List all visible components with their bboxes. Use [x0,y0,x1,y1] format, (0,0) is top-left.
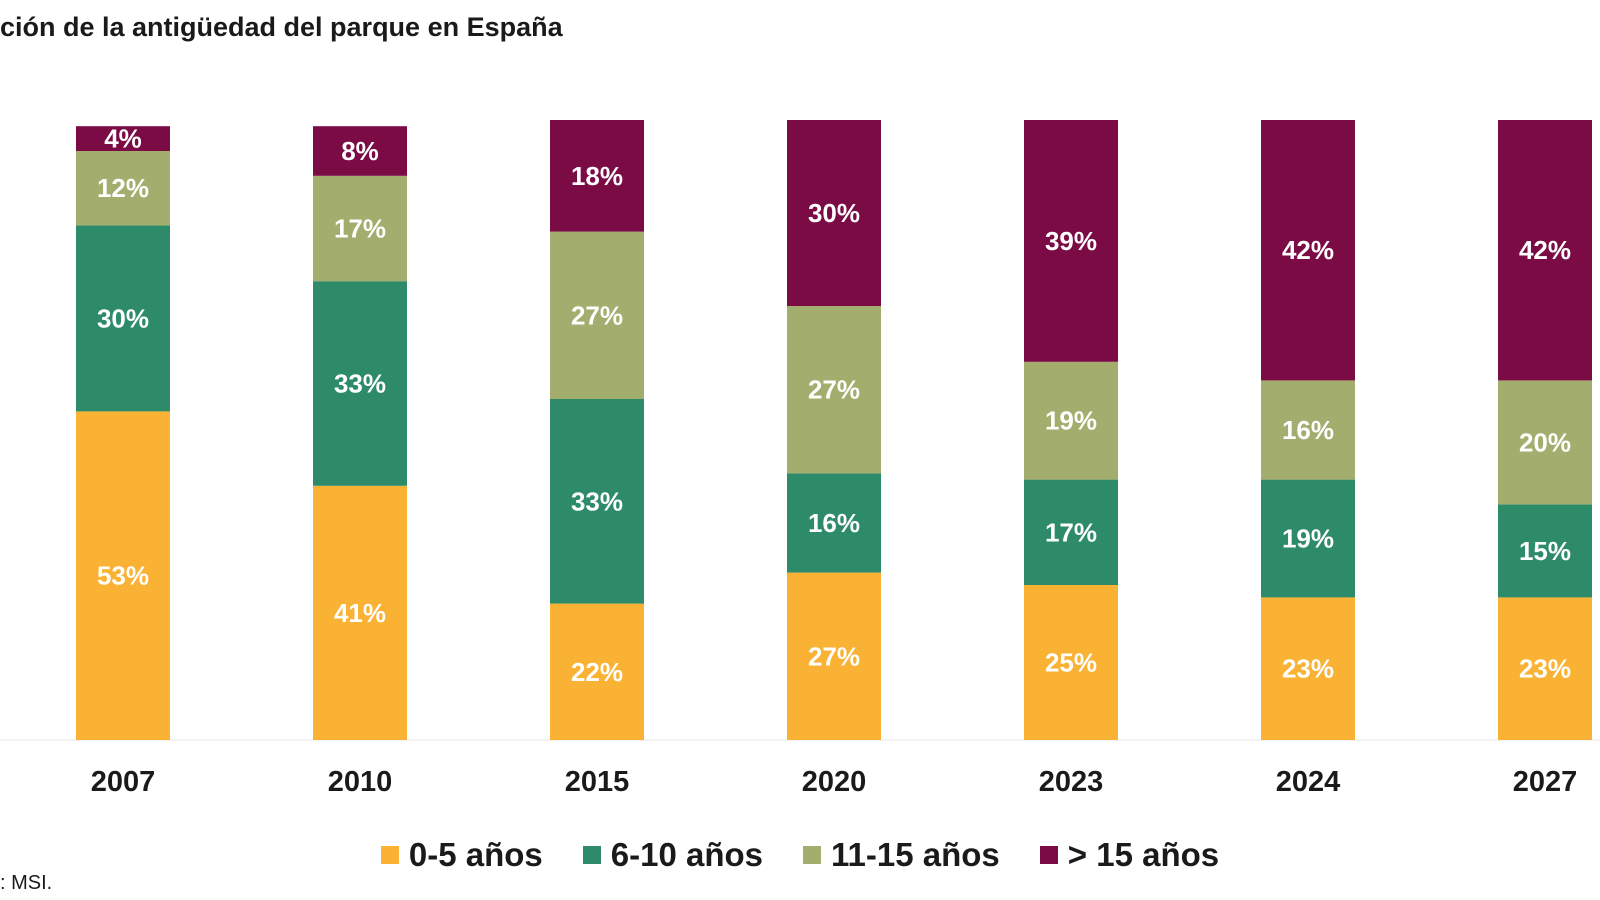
data-label-2024-series-3: 16% [1282,415,1334,445]
data-label-2010-series-2: 33% [334,369,386,399]
data-label-2020-series-4: 30% [808,198,860,228]
data-label-2023-series-1: 25% [1045,648,1097,678]
legend-item-series-3: 11-15 años [803,836,1000,874]
bar-segment-2020-series-2 [787,473,881,573]
bar-segment-2023-series-4 [1024,120,1118,362]
x-tick-label-2007: 2007 [91,766,156,798]
legend-swatch [1039,846,1058,864]
bar-segment-2024-series-2 [1261,479,1355,598]
data-label-2027-series-4: 42% [1519,235,1571,265]
bar-segment-2024-series-1 [1261,597,1355,740]
data-label-2007-series-2: 30% [97,303,149,333]
data-label-2027-series-3: 20% [1519,427,1571,457]
legend-label: 0-5 años [408,836,543,873]
data-label-2024-series-2: 19% [1282,524,1334,554]
data-label-2024-series-4: 42% [1282,235,1334,265]
legend-swatch [380,846,399,864]
data-label-2023-series-3: 19% [1045,406,1097,436]
bar-segment-2015-series-1 [550,603,644,740]
bar-segment-2010-series-3 [313,175,407,282]
data-label-2010-series-3: 17% [334,214,386,244]
bar-segment-2027-series-2 [1498,504,1592,598]
legend-label: 11-15 años [831,836,1000,873]
bar-segment-2027-series-1 [1498,597,1592,740]
data-label-2007-series-1: 53% [97,561,149,591]
bar-segment-2020-series-3 [787,306,881,474]
legend-item-series-1: 0-5 años [380,836,543,874]
data-label-2015-series-1: 22% [571,657,623,687]
data-label-2027-series-1: 23% [1519,654,1571,684]
x-tick-label-2020: 2020 [802,766,867,798]
x-tick-label-2027: 2027 [1513,766,1578,798]
bar-segment-2007-series-1 [76,411,170,740]
bar-segment-2023-series-2 [1024,479,1118,585]
data-label-2020-series-2: 16% [808,508,860,538]
data-label-2010-series-4: 8% [341,136,379,166]
data-label-2023-series-4: 39% [1045,226,1097,256]
bar-segment-2015-series-4 [550,120,644,232]
bar-segment-2027-series-4 [1498,120,1592,381]
bar-segment-2010-series-2 [313,281,407,486]
bar-segment-2023-series-3 [1024,361,1118,480]
chart-legend: 0-5 años 6-10 años 11-15 años > 15 años [0,836,1600,874]
legend-item-series-4: > 15 años [1039,836,1220,874]
data-label-2007-series-4: 4% [104,124,142,154]
data-label-2015-series-4: 18% [571,161,623,191]
data-label-2015-series-2: 33% [571,486,623,516]
legend-item-series-2: 6-10 años [582,836,763,874]
legend-label: 6-10 años [610,836,763,873]
source-note: : MSI. [0,872,53,894]
data-label-2023-series-2: 17% [1045,517,1097,547]
data-label-2015-series-3: 27% [571,300,623,330]
x-tick-label-2023: 2023 [1039,766,1104,798]
bar-segment-2020-series-1 [787,572,881,740]
data-label-2020-series-1: 27% [808,641,860,671]
bar-segment-2010-series-4 [313,126,407,176]
legend-swatch [582,846,601,864]
bar-segment-2020-series-4 [787,120,881,306]
data-label-2007-series-3: 12% [97,173,149,203]
x-tick-label-2015: 2015 [565,766,630,798]
bar-segment-2007-series-3 [76,151,170,226]
bar-segment-2007-series-2 [76,225,170,412]
bar-segment-2015-series-3 [550,231,644,399]
legend-swatch [803,846,821,864]
x-tick-label-2024: 2024 [1276,766,1341,798]
x-tick-label-2010: 2010 [328,766,393,798]
bar-segment-2015-series-2 [550,399,644,604]
legend-label: > 15 años [1067,836,1220,873]
chart-title: ción de la antigüedad del parque en Espa… [0,12,563,42]
bar-segment-2027-series-3 [1498,380,1592,505]
bar-segment-2007-series-4 [76,126,170,151]
bar-segment-2010-series-1 [313,485,407,740]
data-label-2010-series-1: 41% [334,598,386,628]
data-label-2020-series-3: 27% [808,375,860,405]
data-label-2027-series-2: 15% [1519,536,1571,566]
bar-segment-2024-series-4 [1261,120,1355,381]
bar-segment-2024-series-3 [1261,380,1355,480]
data-label-2024-series-1: 23% [1282,654,1334,684]
bar-segment-2023-series-1 [1024,585,1118,740]
